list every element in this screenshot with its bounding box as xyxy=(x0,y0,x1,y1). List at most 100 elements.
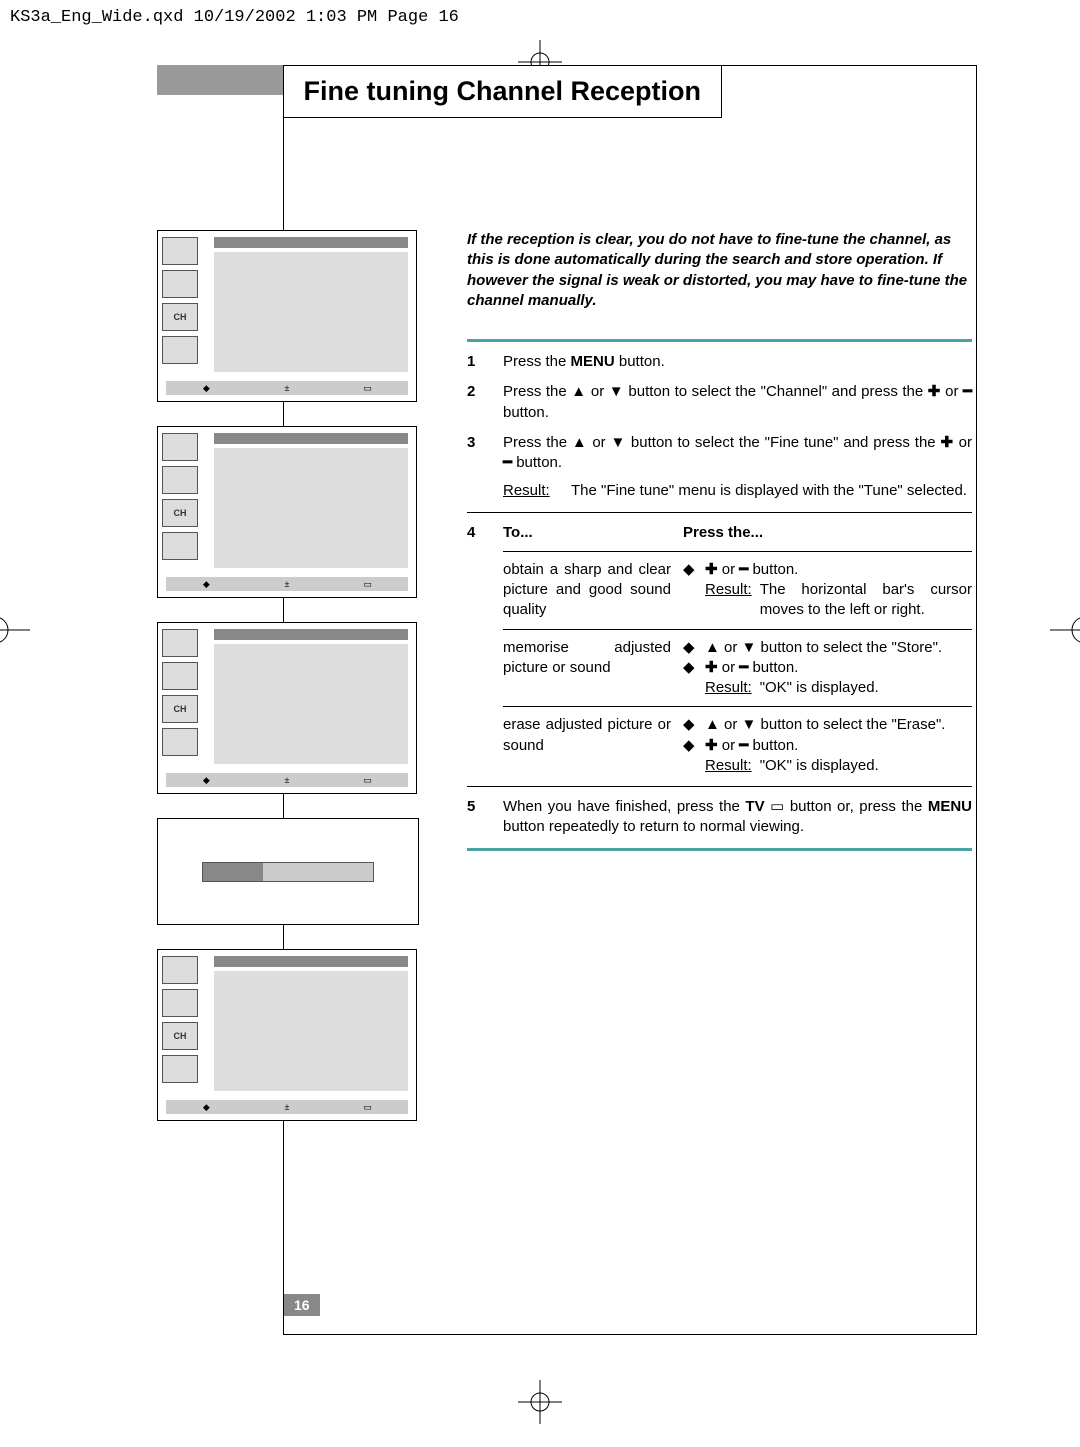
diamond-icon: ◆ xyxy=(683,736,697,756)
menu-button-label: MENU xyxy=(571,353,615,370)
row1-left: obtain a sharp and clear picture and goo… xyxy=(503,560,671,621)
step-4: 4 To... Press the... obtain a sharp and … xyxy=(467,523,972,777)
down-icon: ▼ xyxy=(609,383,624,400)
divider xyxy=(503,551,972,552)
result-label: Result: xyxy=(705,678,752,698)
file-header-text: KS3a_Eng_Wide.qxd 10/19/2002 1:03 PM Pag… xyxy=(10,8,459,27)
t: button. xyxy=(748,659,798,676)
result-label: Result: xyxy=(503,481,571,501)
plus-icon: ✚ xyxy=(705,737,718,754)
osd-screen-4-slider xyxy=(157,818,419,925)
t: Press the xyxy=(503,434,572,451)
plus-icon: ✚ xyxy=(928,383,941,400)
minus-icon: ━ xyxy=(503,454,512,471)
up-icon: ▲ xyxy=(572,434,588,451)
result-text: "OK" is displayed. xyxy=(760,756,879,776)
result-text: The "Fine tune" menu is displayed with t… xyxy=(571,481,972,501)
t: button. xyxy=(748,561,798,578)
accent-bar xyxy=(157,65,283,95)
step1-prefix: Press the xyxy=(503,353,571,370)
row2-b1: ▲ or ▼ button to select the "Store". xyxy=(705,638,942,658)
osd-screenshots-column: CH ◆ ± ▭ xyxy=(157,230,417,1145)
step-1: 1 Press the MENU button. xyxy=(467,352,972,372)
step-number: 2 xyxy=(467,382,503,423)
row3-left: erase adjusted picture or sound xyxy=(503,715,671,776)
osd-footer-c: ▭ xyxy=(327,1100,408,1114)
divider xyxy=(467,512,972,513)
osd-footer-a: ◆ xyxy=(166,1100,247,1114)
step-5: 5 When you have finished, press the TV ▭… xyxy=(467,797,972,838)
osd-icon-picture xyxy=(162,237,198,265)
osd-icon-setup xyxy=(162,532,198,560)
down-icon: ▼ xyxy=(611,434,627,451)
result-label: Result: xyxy=(705,756,752,776)
osd-icon-picture xyxy=(162,629,198,657)
diamond-icon: ◆ xyxy=(683,715,697,735)
osd-icon-sound xyxy=(162,466,198,494)
minus-icon: ━ xyxy=(739,737,748,754)
osd-footer-a: ◆ xyxy=(166,577,247,591)
t: or xyxy=(587,434,610,451)
t: or xyxy=(718,737,740,754)
osd-footer-b: ± xyxy=(247,381,328,395)
instructions-column: If the reception is clear, you do not ha… xyxy=(467,230,972,861)
osd-icon-channel: CH xyxy=(162,695,198,723)
t: or xyxy=(718,561,740,578)
page-number: 16 xyxy=(284,1294,320,1316)
t: or xyxy=(586,383,608,400)
step-number: 5 xyxy=(467,797,503,838)
t: or xyxy=(718,659,740,676)
file-header: KS3a_Eng_Wide.qxd 10/19/2002 1:03 PM Pag… xyxy=(0,0,1080,35)
t: button or, press the xyxy=(784,798,928,815)
page-title: Fine tuning Channel Reception xyxy=(304,76,702,106)
title-box: Fine tuning Channel Reception xyxy=(283,65,723,118)
step-2: 2 Press the ▲ or ▼ button to select the … xyxy=(467,382,972,423)
step-number: 4 xyxy=(467,523,503,777)
t: button. xyxy=(503,404,549,421)
t: or xyxy=(954,434,972,451)
diamond-icon: ◆ xyxy=(683,638,697,658)
up-icon: ▲ xyxy=(571,383,586,400)
osd-footer-b: ± xyxy=(247,1100,328,1114)
t: or xyxy=(941,383,963,400)
osd-icon-channel: CH xyxy=(162,1022,198,1050)
osd-screen-2: CH ◆ ± ▭ xyxy=(157,426,417,598)
osd-icon-channel: CH xyxy=(162,499,198,527)
diamond-icon: ◆ xyxy=(683,560,697,580)
intro-text: If the reception is clear, you do not ha… xyxy=(467,230,972,311)
step4-row-obtain: obtain a sharp and clear picture and goo… xyxy=(503,560,972,621)
osd-screen-5: CH ◆ ± ▭ xyxy=(157,949,417,1121)
step-number: 3 xyxy=(467,433,503,502)
step4-row-erase: erase adjusted picture or sound ◆ ▲ or ▼… xyxy=(503,715,972,776)
osd-footer-c: ▭ xyxy=(327,773,408,787)
row3-b1: ▲ or ▼ button to select the "Erase". xyxy=(705,715,945,735)
osd-icon-setup xyxy=(162,1055,198,1083)
plus-icon: ✚ xyxy=(705,659,718,676)
t: button to select the "Fine tune" and pre… xyxy=(626,434,940,451)
divider xyxy=(467,786,972,787)
result-text: The horizontal bar's cursor moves to the… xyxy=(760,580,972,621)
osd-footer-a: ◆ xyxy=(166,773,247,787)
osd-screen-3: CH ◆ ± ▭ xyxy=(157,622,417,794)
tv-label: TV xyxy=(745,798,764,815)
divider xyxy=(503,706,972,707)
t: button. xyxy=(748,737,798,754)
t: button repeatedly to return to normal vi… xyxy=(503,818,804,835)
col-header-press: Press the... xyxy=(683,523,972,543)
osd-icon-channel: CH xyxy=(162,303,198,331)
osd-icon-sound xyxy=(162,270,198,298)
minus-icon: ━ xyxy=(739,659,748,676)
divider xyxy=(503,629,972,630)
step4-row-memorise: memorise adjusted picture or sound ◆ ▲ o… xyxy=(503,638,972,699)
register-mark-left xyxy=(0,595,30,670)
step-3: 3 Press the ▲ or ▼ button to select the … xyxy=(467,433,972,502)
osd-icon-sound xyxy=(162,662,198,690)
step-number: 1 xyxy=(467,352,503,372)
t: Press the xyxy=(503,383,571,400)
plus-icon: ✚ xyxy=(941,434,954,451)
register-mark-right xyxy=(1050,595,1080,670)
osd-screen-1: CH ◆ ± ▭ xyxy=(157,230,417,402)
osd-footer-a: ◆ xyxy=(166,381,247,395)
register-mark-bottom xyxy=(518,1380,562,1429)
menu-label: MENU xyxy=(928,798,972,815)
